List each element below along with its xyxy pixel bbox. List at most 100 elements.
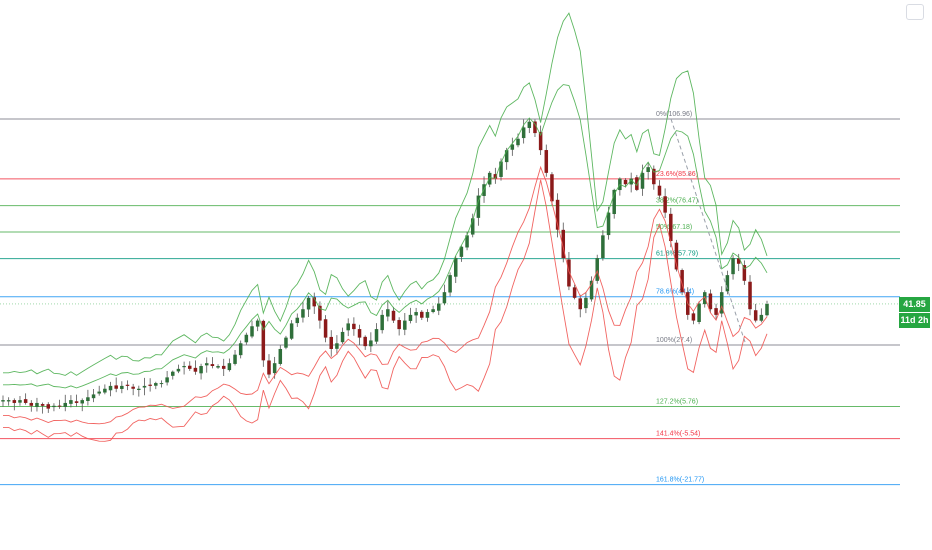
candle-body xyxy=(680,270,684,293)
candle-body xyxy=(6,400,11,402)
candle-body xyxy=(63,402,68,407)
candle-body xyxy=(284,337,288,348)
candle-body xyxy=(453,258,458,277)
candle-body xyxy=(527,121,532,128)
candle-body xyxy=(420,311,424,318)
candle-body xyxy=(635,177,639,190)
candle-body xyxy=(408,314,413,321)
candle-body xyxy=(567,259,571,287)
candle-body xyxy=(244,334,249,343)
candle-body xyxy=(374,329,379,342)
candle-body xyxy=(397,320,401,330)
candle-body xyxy=(176,368,181,372)
candle-body xyxy=(142,385,147,388)
last-price-badge: 41.85 xyxy=(899,297,930,312)
candle-body xyxy=(719,292,724,314)
candle-body xyxy=(487,172,492,185)
candle-body xyxy=(708,293,713,310)
candle-body xyxy=(550,174,554,202)
candle-body xyxy=(584,297,588,309)
candle-body xyxy=(182,366,186,368)
candle-body xyxy=(91,394,96,399)
candle-body xyxy=(46,404,51,409)
fib-level-label: 50%(67.18) xyxy=(656,224,692,231)
candle-body xyxy=(267,360,271,375)
candle-body xyxy=(114,385,118,389)
candle-body xyxy=(97,391,101,394)
candle-body xyxy=(23,399,28,403)
candle-body xyxy=(521,127,526,139)
candle-body xyxy=(386,309,390,317)
candle-body xyxy=(272,363,277,374)
candle-body xyxy=(380,314,384,331)
candle-body xyxy=(663,196,667,213)
candle-body xyxy=(346,323,350,331)
candle-body xyxy=(74,401,79,403)
candle-body xyxy=(69,400,73,404)
candle-body xyxy=(221,365,226,369)
fib-level-label: 100%(27.4) xyxy=(656,337,692,344)
candle-body xyxy=(35,402,39,407)
candle-body xyxy=(459,246,464,257)
candle-body xyxy=(199,366,203,374)
candle-body xyxy=(301,309,305,318)
upper-band-outer xyxy=(3,12,768,376)
candle-body xyxy=(238,343,243,356)
candle-body xyxy=(289,323,294,339)
fib-level-label: 0%(106.96) xyxy=(656,111,692,118)
candle-body xyxy=(765,303,769,316)
candle-body xyxy=(137,388,141,391)
lower-band-outer xyxy=(3,179,768,442)
candle-body xyxy=(193,367,198,372)
upper-band-inner xyxy=(3,84,768,389)
fib-level-label: 23.6%(85.86) xyxy=(656,171,698,178)
candle-body xyxy=(736,258,741,264)
candle-body xyxy=(131,386,135,389)
candle-body xyxy=(80,400,84,404)
candle-body xyxy=(204,363,209,366)
candle-body xyxy=(312,297,317,307)
candle-body xyxy=(589,280,594,300)
candle-body xyxy=(18,400,22,403)
candle-body xyxy=(165,377,169,383)
candle-body xyxy=(369,340,373,347)
candle-body xyxy=(510,144,515,150)
candle-body xyxy=(640,172,645,189)
candle-body xyxy=(159,383,164,385)
fib-level-label: 141.4%(-5.54) xyxy=(656,431,700,438)
candle-body xyxy=(52,405,56,408)
candle-body xyxy=(295,317,300,324)
candle-body xyxy=(646,167,650,173)
candle-body xyxy=(657,185,662,196)
candle-body xyxy=(233,354,237,364)
candle-body xyxy=(335,343,339,349)
candle-body xyxy=(669,213,673,242)
candle-body xyxy=(725,275,730,292)
candle-body xyxy=(403,320,407,330)
candle-body xyxy=(431,309,435,313)
candle-body xyxy=(601,235,605,259)
candle-body xyxy=(103,388,107,393)
candle-body xyxy=(555,199,560,230)
chart-settings-button[interactable] xyxy=(906,4,924,20)
candle-body xyxy=(306,297,311,310)
candle-body xyxy=(57,405,62,407)
candle-body xyxy=(748,281,752,310)
candle-body xyxy=(606,212,611,236)
candle-body xyxy=(120,385,124,389)
candle-body xyxy=(544,150,549,173)
bar-countdown-badge: 11d 2h xyxy=(899,313,930,328)
candle-body xyxy=(318,305,322,321)
candle-body xyxy=(391,310,396,321)
candle-body xyxy=(465,235,469,248)
candle-body xyxy=(538,131,543,151)
candle-body xyxy=(12,400,17,403)
candle-body xyxy=(1,400,5,402)
candle-body xyxy=(425,312,430,318)
candle-body xyxy=(340,331,345,343)
candle-body xyxy=(612,189,616,215)
candle-body xyxy=(188,365,192,369)
candle-body xyxy=(578,298,582,310)
candle-body xyxy=(414,312,418,316)
